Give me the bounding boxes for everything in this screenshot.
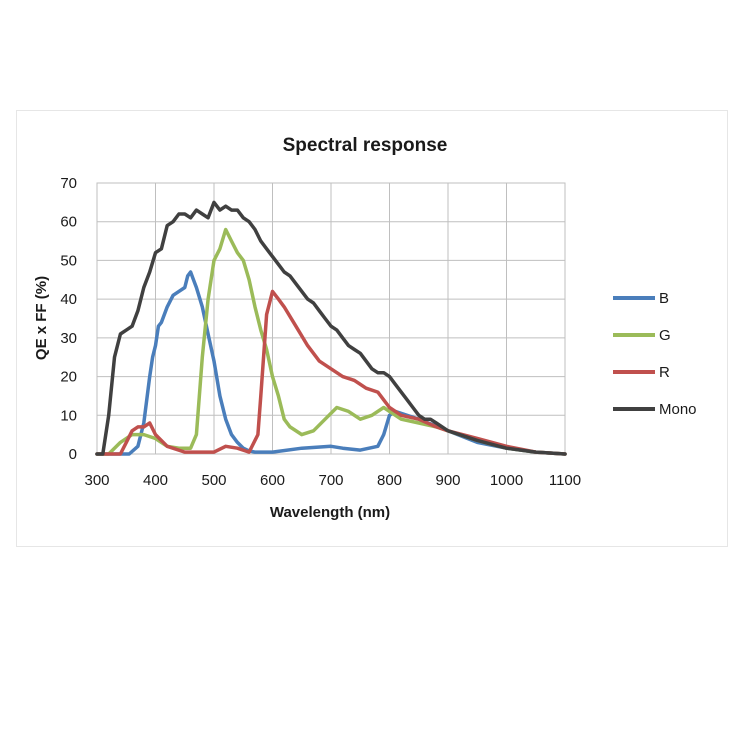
x-tick-label-1100: 1100: [549, 472, 581, 489]
y-tick-label-0: 0: [69, 446, 77, 463]
x-axis-label: Wavelength (nm): [270, 504, 390, 521]
legend-label-g: G: [659, 327, 671, 344]
x-tick-label-800: 800: [377, 472, 402, 489]
y-tick-label-50: 50: [60, 252, 77, 269]
grid: [96, 182, 566, 455]
y-tick-label-10: 10: [60, 407, 77, 424]
chart-title: Spectral response: [283, 135, 448, 156]
legend: B G R Mono: [613, 290, 697, 418]
x-tick-label-1000: 1000: [490, 472, 523, 489]
x-tick-label-900: 900: [435, 472, 460, 489]
y-tick-label-70: 70: [60, 175, 77, 192]
series-line-g: [95, 227, 567, 456]
legend-label-b: B: [659, 290, 669, 307]
y-tick-label-20: 20: [60, 369, 77, 386]
y-tick-label-60: 60: [60, 214, 77, 231]
x-tick-label-400: 400: [143, 472, 168, 489]
series-line-mono: [95, 200, 567, 456]
plot-border: [96, 182, 566, 455]
y-tick-label-30: 30: [60, 330, 77, 347]
x-tick-label-600: 600: [260, 472, 285, 489]
x-tick-label-700: 700: [318, 472, 343, 489]
series-line-r: [95, 289, 567, 456]
x-tick-label-300: 300: [84, 472, 109, 489]
y-axis-label: QE x FF (%): [33, 276, 50, 360]
legend-label-mono: Mono: [659, 401, 697, 418]
x-tick-label-500: 500: [201, 472, 226, 489]
legend-label-r: R: [659, 364, 670, 381]
y-tick-label-40: 40: [60, 291, 77, 308]
series-line-b: [95, 270, 567, 456]
series-lines: [95, 200, 567, 456]
tick-labels: 0 10 20 30 40 50 60 70 300 400 500 600 700 800 900 1000…: [60, 175, 581, 489]
